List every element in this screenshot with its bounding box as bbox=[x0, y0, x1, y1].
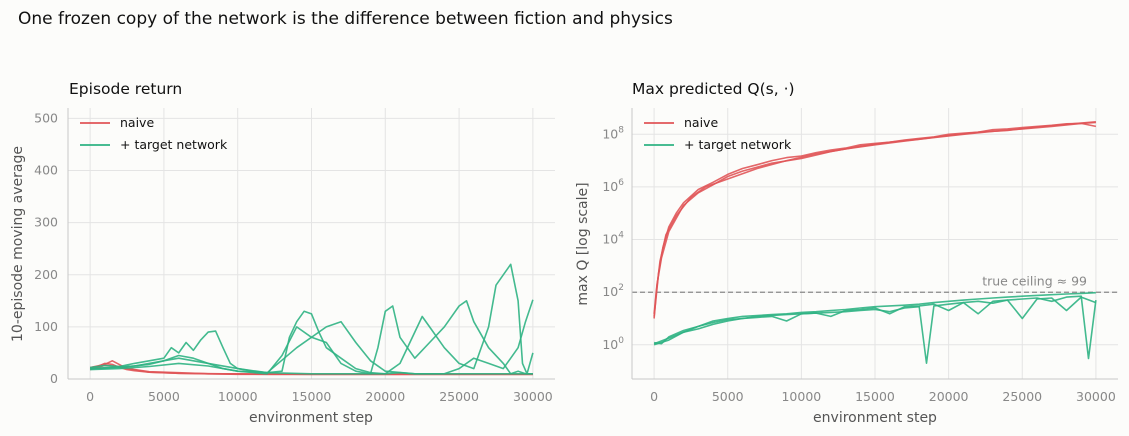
x-tick-label-right-1: 5000 bbox=[712, 389, 744, 404]
x-tick-label-right-0: 0 bbox=[650, 389, 658, 404]
y-tick-label-right-1: 102 bbox=[602, 283, 624, 299]
chart-title-max-q: Max predicted Q(s, ·) bbox=[632, 80, 795, 98]
y-axis-label-right: max Q [log scale] bbox=[575, 182, 591, 305]
x-tick-label-right-6: 30000 bbox=[1076, 389, 1116, 404]
x-tick-label-right-5: 25000 bbox=[1002, 389, 1042, 404]
x-tick-label-right-3: 15000 bbox=[855, 389, 895, 404]
x-axis-label-right: environment step bbox=[813, 410, 937, 426]
y-tick-label-right-3: 106 bbox=[602, 178, 624, 194]
legend-label-naive-right: naive bbox=[684, 115, 718, 130]
x-tick-label-right-4: 20000 bbox=[929, 389, 969, 404]
y-tick-label-right-0: 100 bbox=[602, 336, 624, 352]
y-tick-label-right-2: 104 bbox=[602, 231, 624, 247]
true-ceiling-label: true ceiling ≈ 99 bbox=[982, 273, 1087, 288]
x-tick-label-right-2: 10000 bbox=[781, 389, 821, 404]
y-tick-label-right-4: 108 bbox=[602, 125, 624, 141]
legend-label-target-right: + target network bbox=[684, 137, 792, 152]
